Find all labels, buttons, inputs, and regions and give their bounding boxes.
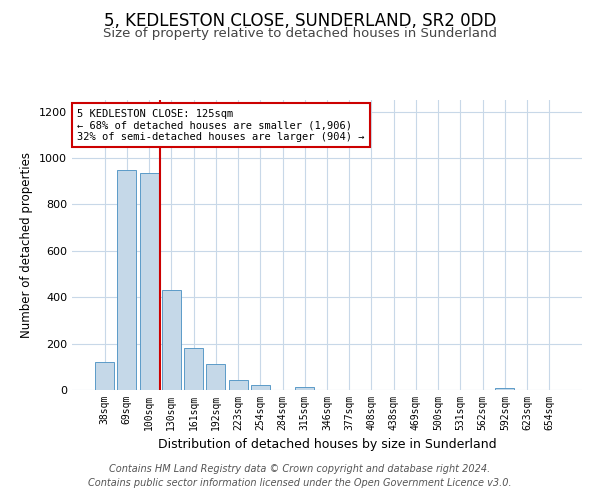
Bar <box>140 173 158 390</box>
Text: Size of property relative to detached houses in Sunderland: Size of property relative to detached ho… <box>103 28 497 40</box>
X-axis label: Distribution of detached houses by size in Sunderland: Distribution of detached houses by size … <box>158 438 496 452</box>
Bar <box>229 380 248 390</box>
Bar <box>251 386 270 390</box>
Bar <box>95 362 114 390</box>
Bar <box>162 290 181 390</box>
Text: 5, KEDLESTON CLOSE, SUNDERLAND, SR2 0DD: 5, KEDLESTON CLOSE, SUNDERLAND, SR2 0DD <box>104 12 496 30</box>
Text: Contains HM Land Registry data © Crown copyright and database right 2024.
Contai: Contains HM Land Registry data © Crown c… <box>88 464 512 487</box>
Bar <box>184 348 203 390</box>
Bar <box>206 364 225 390</box>
Bar <box>295 386 314 390</box>
Y-axis label: Number of detached properties: Number of detached properties <box>20 152 34 338</box>
Text: 5 KEDLESTON CLOSE: 125sqm
← 68% of detached houses are smaller (1,906)
32% of se: 5 KEDLESTON CLOSE: 125sqm ← 68% of detac… <box>77 108 365 142</box>
Bar <box>118 170 136 390</box>
Bar <box>496 388 514 390</box>
